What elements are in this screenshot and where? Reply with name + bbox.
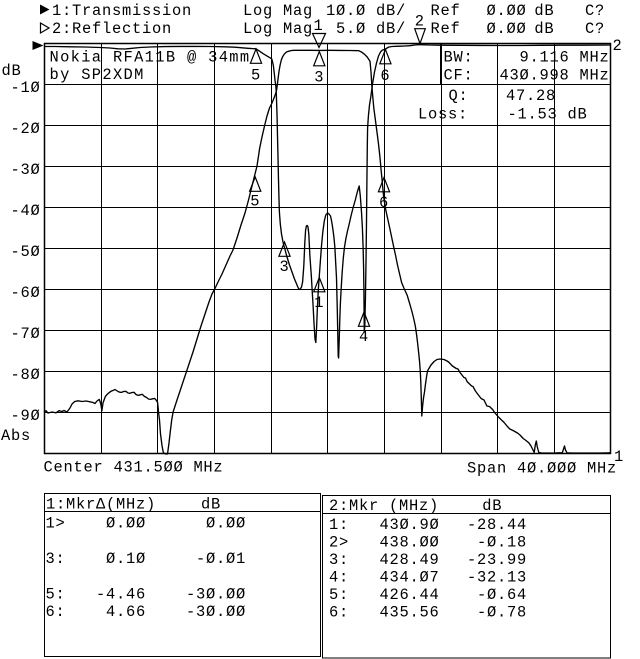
svg-text:3: 3	[280, 258, 290, 276]
svg-text:-2Ø: -2Ø	[11, 120, 41, 138]
svg-text:-1Ø: -1Ø	[11, 79, 41, 97]
svg-text:Log Mag: Log Mag	[243, 20, 313, 38]
svg-text:1>: 1>	[46, 515, 66, 533]
svg-text:-Ø.64: -Ø.64	[477, 586, 527, 604]
svg-text:-Ø.78: -Ø.78	[477, 604, 527, 622]
svg-text:Log Mag: Log Mag	[243, 2, 313, 20]
svg-text:4.66: 4.66	[106, 603, 146, 621]
svg-text:6:: 6:	[329, 604, 349, 622]
svg-text:3:: 3:	[46, 550, 66, 568]
svg-text:Nokia RFA11B @ 34mm: Nokia RFA11B @ 34mm	[50, 49, 251, 67]
svg-text:5: 5	[251, 67, 261, 85]
svg-text:Q:: Q:	[449, 87, 469, 105]
svg-text:dB: dB	[201, 496, 221, 514]
svg-text:1:MkrΔ(MHz): 1:MkrΔ(MHz)	[46, 496, 156, 514]
svg-text:-Ø.Ø1: -Ø.Ø1	[196, 550, 246, 568]
svg-text:5: 5	[250, 193, 260, 211]
svg-text:9.116 MHz: 9.116 MHz	[520, 49, 610, 67]
svg-text:1:: 1:	[329, 516, 349, 534]
svg-text:5:: 5:	[329, 586, 349, 604]
svg-text:-28.44: -28.44	[467, 516, 527, 534]
svg-text:-4.46: -4.46	[96, 586, 146, 604]
svg-text:Ø.ØØ: Ø.ØØ	[106, 515, 146, 533]
svg-text:434.Ø7: 434.Ø7	[380, 569, 440, 587]
svg-text:-6Ø: -6Ø	[11, 284, 41, 302]
svg-text:3: 3	[314, 69, 324, 87]
svg-text:-32.13: -32.13	[467, 569, 527, 587]
svg-text:2>: 2>	[329, 534, 349, 552]
svg-text:428.49: 428.49	[380, 551, 440, 569]
svg-text:Loss:: Loss:	[418, 106, 468, 124]
svg-text:Ref: Ref	[431, 2, 461, 20]
svg-text:3:: 3:	[329, 551, 349, 569]
svg-text:1: 1	[314, 17, 324, 35]
svg-text:Ø.ØØ: Ø.ØØ	[487, 2, 527, 20]
svg-text:5.Ø dB/: 5.Ø dB/	[336, 20, 406, 38]
svg-text:-Ø.18: -Ø.18	[477, 534, 527, 552]
svg-text:dB: dB	[2, 62, 22, 80]
svg-text:dB: dB	[534, 2, 554, 20]
svg-text:-1.53 dB: -1.53 dB	[508, 106, 588, 124]
svg-text:6: 6	[380, 67, 390, 85]
svg-text:-4Ø: -4Ø	[11, 202, 41, 220]
svg-text:1Ø.Ø dB/: 1Ø.Ø dB/	[326, 2, 406, 20]
svg-text:2: 2	[415, 13, 425, 31]
svg-text:BW:: BW:	[444, 49, 474, 67]
svg-text:-3Ø.ØØ: -3Ø.ØØ	[186, 603, 246, 621]
svg-text:C?: C?	[585, 20, 605, 38]
svg-text:-7Ø: -7Ø	[11, 325, 41, 343]
svg-text:dB: dB	[534, 20, 554, 38]
svg-text:435.56: 435.56	[380, 604, 440, 622]
svg-text:dB: dB	[482, 497, 502, 515]
svg-text:Ø.1Ø: Ø.1Ø	[106, 550, 146, 568]
svg-text:-9Ø: -9Ø	[11, 407, 41, 425]
svg-text:Ø.ØØ: Ø.ØØ	[206, 515, 246, 533]
svg-text:6:: 6:	[46, 603, 66, 621]
svg-text:43Ø.9Ø: 43Ø.9Ø	[380, 516, 440, 534]
svg-text:-3Ø.ØØ: -3Ø.ØØ	[186, 586, 246, 604]
svg-text:-8Ø: -8Ø	[11, 366, 41, 384]
svg-text:Span 4Ø.ØØØ MHz: Span 4Ø.ØØØ MHz	[467, 460, 617, 478]
svg-text:1:Transmission: 1:Transmission	[52, 2, 192, 20]
svg-text:Ø.ØØ: Ø.ØØ	[487, 20, 527, 38]
svg-text:by SP2XDM: by SP2XDM	[50, 66, 145, 84]
svg-text:Center 431.5ØØ MHz: Center 431.5ØØ MHz	[44, 459, 224, 477]
svg-text:1: 1	[314, 294, 324, 312]
svg-text:6: 6	[379, 194, 389, 212]
svg-text:2:Reflection: 2:Reflection	[52, 20, 172, 38]
svg-text:C?: C?	[585, 2, 605, 20]
svg-text:438.ØØ: 438.ØØ	[380, 534, 440, 552]
svg-text:Ref: Ref	[431, 20, 461, 38]
svg-text:Abs: Abs	[1, 427, 31, 445]
svg-text:4:: 4:	[329, 569, 349, 587]
svg-text:4: 4	[359, 328, 369, 346]
svg-text:2:Mkr (MHz): 2:Mkr (MHz)	[329, 497, 439, 515]
svg-text:-23.99: -23.99	[467, 551, 527, 569]
svg-text:426.44: 426.44	[380, 586, 440, 604]
svg-text:-3Ø: -3Ø	[11, 161, 41, 179]
svg-text:43Ø.998 MHz: 43Ø.998 MHz	[500, 66, 610, 84]
svg-text:2: 2	[613, 37, 623, 55]
svg-text:1: 1	[614, 448, 624, 466]
svg-text:5:: 5:	[46, 586, 66, 604]
svg-text:-5Ø: -5Ø	[11, 243, 41, 261]
svg-text:CF:: CF:	[444, 66, 474, 84]
svg-text:47.28: 47.28	[506, 87, 556, 105]
